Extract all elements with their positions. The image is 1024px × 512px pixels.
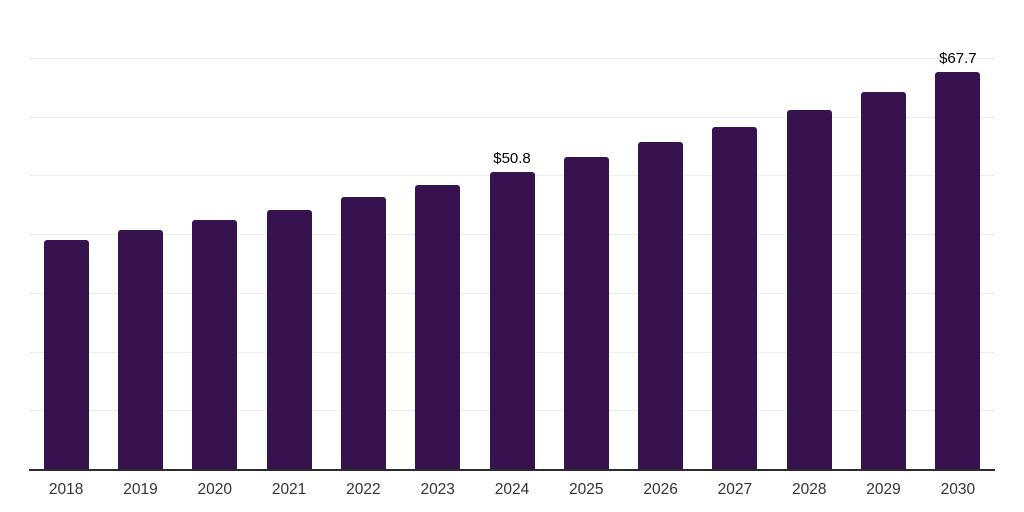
bar-2030[interactable]: [935, 72, 981, 470]
x-tick-label-2027: 2027: [717, 481, 753, 498]
x-tick-label-2021: 2021: [271, 481, 307, 498]
bar-value-label-2024: $50.8: [493, 149, 531, 167]
bar-2027[interactable]: [712, 126, 758, 470]
x-axis-labels: 2018 2019 2020 2021 2022 2023 2024 2025 2026 2027…: [29, 481, 995, 503]
x-tick-label-2023: 2023: [420, 481, 455, 498]
bar-2020[interactable]: [192, 219, 238, 470]
x-tick-label-2029: 2029: [866, 481, 901, 498]
bar-2022[interactable]: [340, 197, 386, 470]
bar-2023[interactable]: [415, 185, 461, 470]
x-tick-label-2022: 2022: [346, 481, 381, 498]
x-tick-label-2020: 2020: [197, 481, 233, 498]
bar-2018[interactable]: [43, 239, 89, 470]
gridline: [29, 116, 995, 118]
x-tick-label-2024: 2024: [494, 481, 530, 498]
bar-2021[interactable]: [266, 209, 312, 470]
bar-2028[interactable]: [786, 109, 832, 470]
x-tick-label-2019: 2019: [123, 481, 158, 498]
x-tick-label-2025: 2025: [569, 481, 604, 498]
bar-2025[interactable]: [563, 157, 609, 470]
x-tick-label-2028: 2028: [791, 481, 827, 498]
bar-2024[interactable]: [489, 171, 535, 470]
bar-2029[interactable]: [861, 91, 907, 470]
bar-2026[interactable]: [638, 142, 684, 470]
x-tick-label-2030: 2030: [940, 481, 976, 498]
x-tick-label-2026: 2026: [643, 481, 678, 498]
gridline: [29, 57, 995, 59]
x-tick-label-2018: 2018: [48, 481, 84, 498]
plot-area: $50.8 $67.7: [29, 0, 995, 471]
x-axis-line: [29, 469, 995, 471]
bar-value-label-2030: $67.7: [939, 50, 977, 68]
bar-2019[interactable]: [117, 229, 163, 470]
